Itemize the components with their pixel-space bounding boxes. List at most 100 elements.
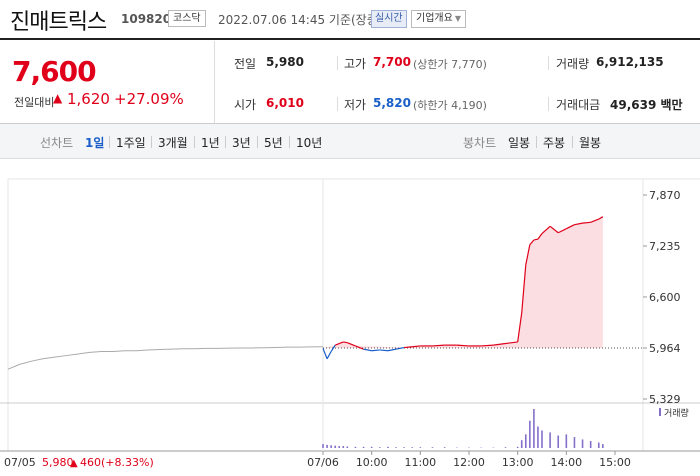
volume-bar [557, 435, 560, 448]
prev-day-rate: (+8.33%) [101, 456, 154, 469]
x-tick-label: 15:00 [599, 456, 631, 469]
lower-limit: (하한가 4,190) [413, 99, 487, 112]
company-info-label: 기업개요 [416, 13, 453, 24]
volume-label: 거래량 [556, 57, 590, 71]
divider [151, 136, 152, 148]
x-tick-label: 13:00 [502, 456, 534, 469]
today-price-segment [432, 344, 445, 347]
realtime-button[interactable]: 실시간 [371, 10, 407, 28]
divider [109, 136, 110, 148]
volume-bar [342, 446, 345, 448]
volume-bar [537, 426, 539, 448]
tab-10y[interactable]: 10년 [296, 136, 323, 150]
chevron-down-icon: ▼ [454, 14, 461, 23]
today-price-segment [529, 239, 535, 246]
today-price-segment [493, 342, 506, 346]
amount-value: 49,639 백만 [610, 98, 683, 112]
divider [337, 56, 338, 70]
divider [289, 136, 290, 148]
tab-1d[interactable]: 1일 [85, 136, 105, 150]
tab-3y[interactable]: 3년 [232, 136, 251, 150]
volume-bar [589, 440, 592, 448]
tab-weekly[interactable]: 주봉 [543, 136, 566, 150]
prev-close-value: 5,980 [266, 55, 304, 69]
volume-bar [403, 447, 405, 448]
divider [194, 136, 195, 148]
divider [536, 136, 537, 148]
market-badge: 코스닥 [168, 10, 206, 27]
today-price-segment [566, 224, 575, 230]
chart-period-tabs: 선차트 1일 1주일 3개월 1년 3년 5년 10년 봉차트 일봉 주봉 월봉 [0, 124, 700, 159]
open-value: 6,010 [266, 96, 304, 110]
today-price-segment [574, 222, 583, 226]
x-tick-label: 10:00 [356, 456, 388, 469]
volume-bar [581, 439, 584, 448]
volume-legend-label: 거래량 [664, 407, 689, 419]
volume-bar [362, 446, 365, 448]
candle-chart-label: 봉차트 [463, 136, 497, 150]
tab-1y[interactable]: 1년 [201, 136, 220, 150]
y-tick-label: 7,870 [649, 189, 681, 202]
volume-legend-swatch [659, 408, 661, 416]
prev-day-close: 5,980 [42, 456, 74, 469]
today-price-segment [412, 345, 421, 348]
volume-bar [431, 447, 434, 448]
volume-bar [516, 446, 519, 448]
today-price-segment [363, 348, 372, 352]
y-tick-label: 6,600 [649, 291, 681, 304]
stock-code: 109820 [121, 12, 172, 26]
volume-value: 6,912,135 [596, 55, 664, 69]
high-label: 고가 [344, 57, 367, 71]
volume-bar [338, 446, 341, 448]
volume-bar [346, 446, 349, 448]
divider [214, 41, 215, 123]
tab-1w[interactable]: 1주일 [116, 136, 146, 150]
x-tick-label: 11:00 [404, 456, 436, 469]
open-label: 시가 [234, 98, 257, 112]
today-price-segment [343, 341, 348, 344]
prev-close-label: 전일 [234, 57, 257, 71]
high-value: 7,700 [373, 55, 411, 69]
tab-daily[interactable]: 일봉 [508, 136, 531, 150]
today-price-segment [371, 349, 380, 352]
change-rate: +27.09% [114, 90, 184, 108]
divider [548, 56, 549, 70]
low-label: 저가 [344, 98, 367, 112]
tab-5y[interactable]: 5년 [264, 136, 283, 150]
tab-3m[interactable]: 3개월 [158, 136, 188, 150]
volume-bar [370, 446, 373, 448]
divider [337, 97, 338, 111]
quote-timestamp: 2022.07.06 14:45 기준(장중) [218, 13, 383, 27]
today-price-segment [334, 342, 340, 346]
today-price-segment [326, 351, 332, 360]
volume-bar [395, 447, 397, 448]
volume-bar [378, 447, 381, 448]
change-label: 전일대비 [14, 96, 55, 109]
today-price-segment [505, 341, 518, 345]
volume-bar [541, 430, 543, 448]
volume-bar [443, 447, 446, 448]
prev-day-line [7, 346, 324, 370]
y-tick-label: 5,329 [649, 393, 681, 406]
x-tick-label: 07/06 [307, 456, 339, 469]
today-price-segment [541, 225, 551, 234]
price-chart[interactable]: 7,870 7,235 6,600 5,964 5,329 거래량 07/06 10:00 11… [0, 159, 700, 476]
volume-bar [504, 447, 507, 448]
divider [572, 136, 573, 148]
volume-bar [326, 444, 328, 448]
upper-limit: (상한가 7,770) [413, 58, 487, 71]
quote-summary: 7,600 전일대비 ▲ 1,620 +27.09% 전일 5,980 고가 7… [0, 41, 700, 124]
company-info-dropdown[interactable]: 기업개요 ▼ [411, 10, 466, 28]
up-arrow-icon: ▲ [53, 91, 63, 105]
low-value: 5,820 [373, 96, 411, 110]
x-tick-label: 14:00 [550, 456, 582, 469]
amount-label: 거래대금 [556, 98, 601, 112]
volume-bar [330, 445, 332, 448]
today-price-segment [456, 344, 470, 347]
tab-monthly[interactable]: 월봉 [579, 136, 602, 150]
today-price-segment [525, 244, 531, 265]
volume-bar [602, 444, 604, 448]
today-price-segment [533, 238, 539, 241]
volume-bar [322, 444, 324, 448]
